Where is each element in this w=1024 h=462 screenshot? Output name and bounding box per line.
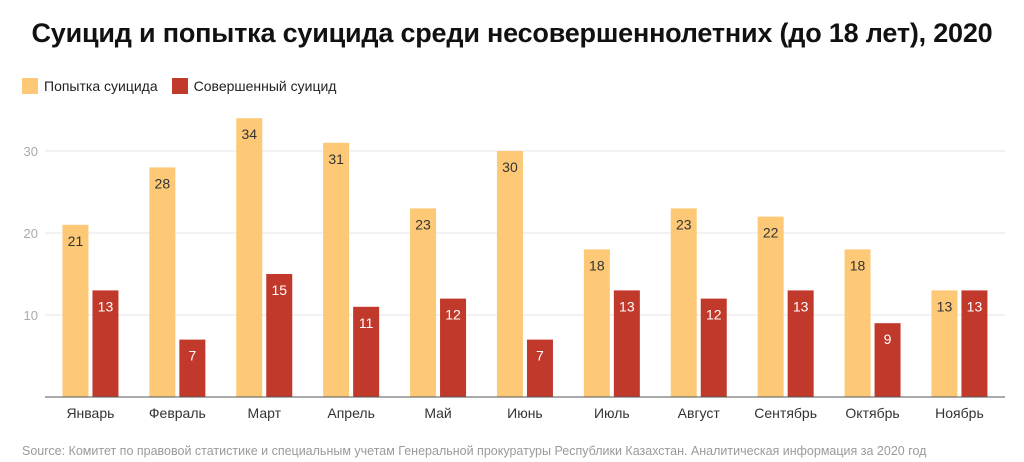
data-label-suicide-8: 13 [793, 298, 809, 314]
data-label-suicide-5: 7 [536, 348, 544, 364]
y-tick-label-30: 30 [24, 144, 38, 159]
data-label-suicide-3: 11 [359, 315, 374, 331]
bar-suicide-7 [700, 298, 727, 397]
legend-label-suicide: Совершенный суицид [193, 78, 337, 94]
data-label-suicide-10: 13 [967, 298, 983, 314]
x-tick-label-5: Июнь [507, 405, 543, 421]
bar-attempt-2 [236, 118, 263, 397]
legend-item-attempt: Попытка суицида [22, 78, 158, 94]
data-label-attempt-0: 21 [68, 233, 84, 249]
bar-attempt-7 [670, 208, 697, 397]
data-label-suicide-6: 13 [619, 298, 635, 314]
chart-title: Суицид и попытка суицида среди несоверше… [31, 18, 993, 48]
data-label-attempt-1: 28 [155, 175, 171, 191]
data-label-suicide-1: 7 [188, 348, 196, 364]
legend-label-attempt: Попытка суицида [44, 78, 158, 94]
y-tick-label-10: 10 [24, 308, 38, 323]
bar-suicide-8 [787, 290, 814, 397]
x-tick-label-3: Апрель [327, 405, 375, 421]
x-tick-label-9: Октябрь [845, 405, 899, 421]
data-label-suicide-7: 12 [706, 307, 722, 323]
bar-attempt-10 [931, 290, 958, 397]
data-label-attempt-7: 23 [676, 216, 692, 232]
legend-swatch-attempt [22, 78, 38, 94]
data-label-suicide-9: 9 [884, 331, 892, 347]
bar-suicide-3 [353, 306, 380, 397]
bar-suicide-9 [874, 323, 901, 397]
bar-suicide-1 [179, 339, 206, 397]
bar-attempt-4 [410, 208, 437, 397]
bar-attempt-1 [149, 167, 176, 397]
x-tick-label-6: Июль [594, 405, 630, 421]
legend: Попытка суицида Совершенный суицид [22, 78, 350, 94]
bar-attempt-9 [844, 249, 871, 397]
legend-item-suicide: Совершенный суицид [171, 78, 337, 94]
x-tick-label-2: Март [248, 405, 282, 421]
data-label-attempt-3: 31 [328, 151, 344, 167]
bar-attempt-6 [583, 249, 610, 397]
data-label-suicide-2: 15 [271, 282, 287, 298]
data-label-attempt-6: 18 [589, 257, 605, 273]
bar-suicide-6 [613, 290, 640, 397]
x-tick-label-4: Май [424, 405, 451, 421]
data-label-attempt-2: 34 [241, 126, 257, 142]
bar-chart: 10 20 30 21 13 Январь 28 7 Февраль 34 15 Март 31 11 Ап… [24, 118, 1005, 421]
data-label-attempt-8: 22 [763, 225, 779, 241]
x-tick-label-7: Август [678, 405, 721, 421]
x-tick-label-8: Сентябрь [754, 405, 817, 421]
data-label-attempt-10: 13 [937, 298, 953, 314]
y-tick-label-20: 20 [24, 226, 38, 241]
data-label-suicide-4: 12 [445, 307, 461, 323]
data-label-attempt-9: 18 [850, 257, 866, 273]
bar-attempt-8 [757, 216, 784, 397]
data-label-suicide-0: 13 [98, 298, 114, 314]
data-label-attempt-4: 23 [415, 216, 431, 232]
x-tick-label-1: Февраль [149, 405, 206, 421]
bar-attempt-3 [323, 142, 350, 397]
data-label-attempt-5: 30 [502, 159, 518, 175]
legend-swatch-suicide [171, 78, 188, 94]
source-note: Source: Комитет по правовой статистике и… [22, 444, 927, 458]
x-tick-label-10: Ноябрь [935, 405, 984, 421]
bar-suicide-2 [266, 274, 293, 397]
bar-suicide-4 [440, 298, 467, 397]
bar-suicide-0 [92, 290, 119, 397]
x-tick-label-0: Январь [66, 405, 114, 421]
bar-suicide-10 [961, 290, 988, 397]
bar-suicide-5 [526, 339, 553, 397]
bar-attempt-5 [496, 151, 523, 397]
bar-attempt-0 [62, 224, 89, 397]
